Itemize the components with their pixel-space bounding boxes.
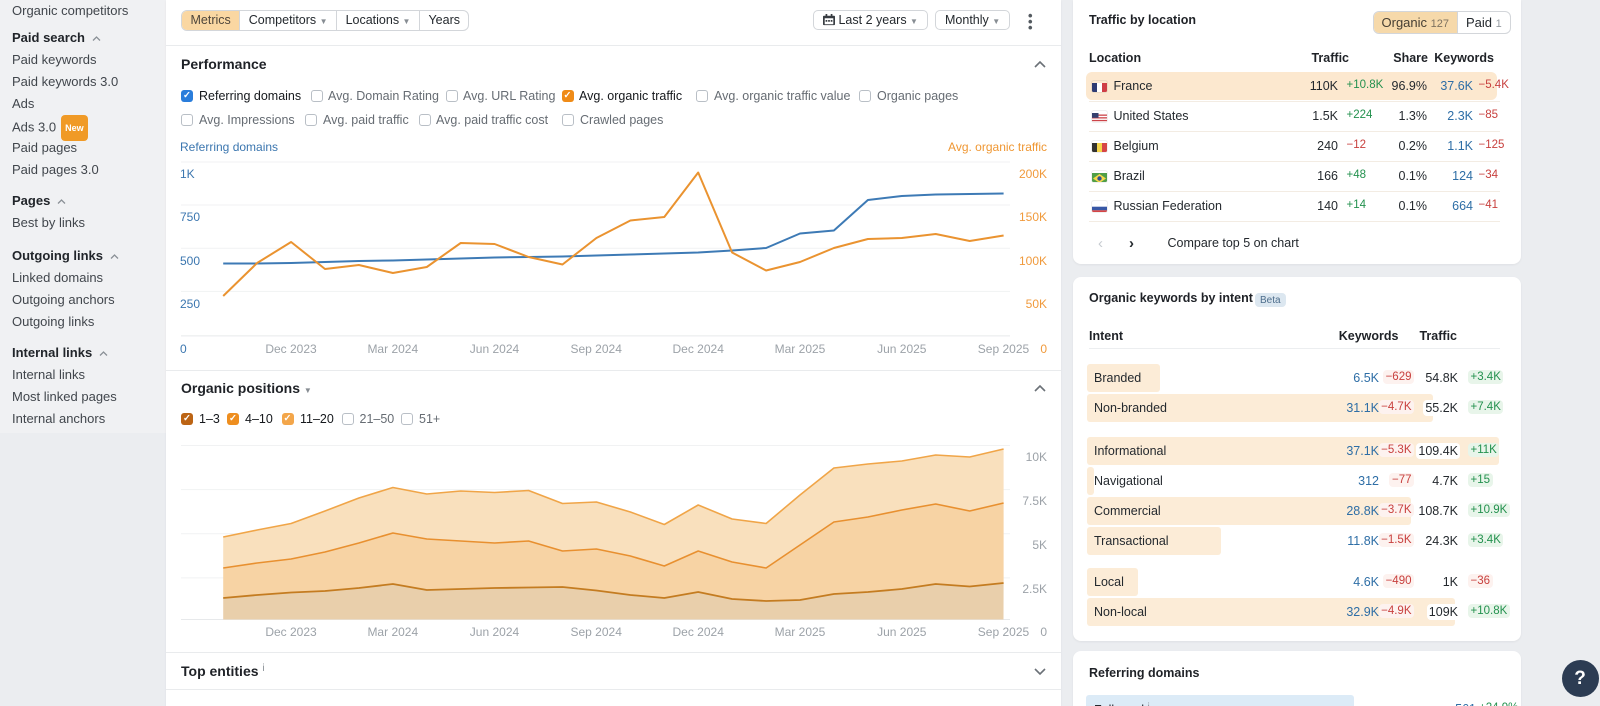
svg-text:50K: 50K [1026, 297, 1047, 311]
svg-text:Jun 2024: Jun 2024 [470, 625, 520, 639]
svg-text:Referring domains: Referring domains [180, 140, 278, 154]
svg-text:7.5K: 7.5K [1022, 494, 1047, 508]
svg-text:Dec 2023: Dec 2023 [265, 342, 317, 356]
svg-text:2.5K: 2.5K [1022, 582, 1047, 596]
svg-text:Sep 2025: Sep 2025 [978, 342, 1030, 356]
svg-text:1K: 1K [180, 167, 195, 181]
svg-text:750: 750 [180, 210, 200, 224]
svg-text:Mar 2024: Mar 2024 [367, 342, 418, 356]
svg-text:5K: 5K [1032, 538, 1047, 552]
svg-text:Sep 2024: Sep 2024 [571, 625, 623, 639]
svg-text:10K: 10K [1026, 450, 1047, 464]
svg-text:Jun 2025: Jun 2025 [877, 625, 927, 639]
svg-text:0: 0 [1040, 625, 1047, 639]
svg-text:Mar 2025: Mar 2025 [775, 625, 826, 639]
svg-text:Sep 2025: Sep 2025 [978, 625, 1030, 639]
svg-text:Dec 2024: Dec 2024 [673, 342, 725, 356]
svg-text:0: 0 [180, 342, 187, 356]
svg-text:200K: 200K [1019, 167, 1047, 181]
svg-text:0: 0 [1040, 342, 1047, 356]
svg-text:Mar 2024: Mar 2024 [367, 625, 418, 639]
svg-text:Sep 2024: Sep 2024 [571, 342, 623, 356]
svg-text:Jun 2024: Jun 2024 [470, 342, 520, 356]
svg-text:Avg. organic traffic: Avg. organic traffic [948, 140, 1047, 154]
svg-text:Dec 2024: Dec 2024 [673, 625, 725, 639]
svg-text:Mar 2025: Mar 2025 [775, 342, 826, 356]
svg-text:500: 500 [180, 254, 200, 268]
svg-text:Jun 2025: Jun 2025 [877, 342, 927, 356]
svg-text:Dec 2023: Dec 2023 [265, 625, 317, 639]
svg-text:250: 250 [180, 297, 200, 311]
svg-text:100K: 100K [1019, 254, 1047, 268]
svg-text:150K: 150K [1019, 210, 1047, 224]
